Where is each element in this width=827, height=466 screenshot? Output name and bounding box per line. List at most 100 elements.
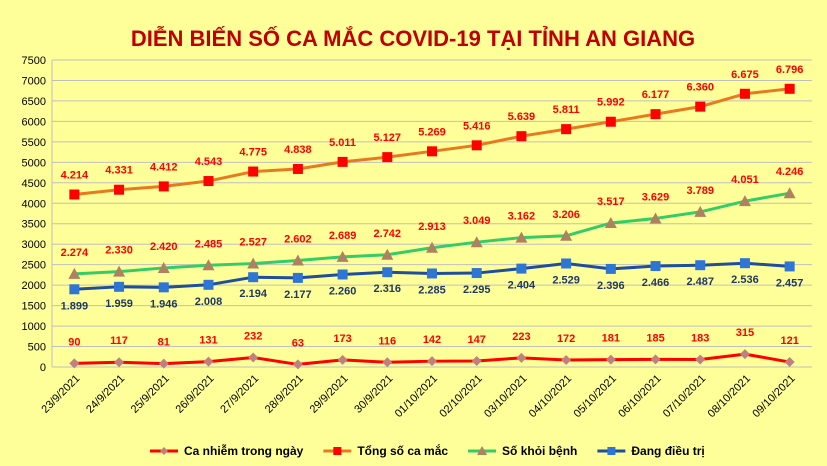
diamond-marker — [69, 358, 80, 369]
y-tick-label: 5000 — [22, 157, 46, 169]
data-label: 1.899 — [61, 300, 89, 312]
triangle-marker — [604, 217, 617, 229]
square-marker — [69, 189, 80, 200]
data-label: 5.992 — [597, 97, 625, 109]
data-label: 2.602 — [284, 233, 312, 245]
square-marker — [292, 272, 303, 283]
square-marker — [248, 166, 259, 177]
square-marker — [427, 268, 437, 279]
data-label: 5.416 — [463, 120, 491, 132]
data-label: 2.689 — [329, 230, 357, 242]
data-label: 1.946 — [150, 298, 178, 310]
data-label: 4.214 — [61, 170, 89, 182]
triangle-marker — [157, 261, 170, 273]
legend-label: Số khỏi bệnh — [502, 444, 577, 458]
y-tick-label: 2500 — [22, 260, 46, 272]
square-marker — [471, 140, 482, 151]
y-tick-label: 6500 — [22, 96, 46, 108]
data-label: 6.796 — [776, 64, 804, 76]
x-tick-label: 04/10/2021 — [527, 373, 574, 420]
data-label: 2.177 — [284, 289, 312, 301]
x-tick-label: 05/10/2021 — [572, 373, 619, 420]
x-axis: 23/9/2021 24/9/2021 25/9/2021 26/9/2021 27/9… — [39, 373, 797, 420]
legend-item: Số khỏi bệnh — [468, 444, 577, 458]
triangle-marker — [694, 205, 707, 217]
data-label: 3.789 — [686, 185, 714, 197]
x-tick-label: 23/9/2021 — [39, 373, 82, 416]
square-marker — [292, 163, 303, 174]
y-tick-label: 2000 — [22, 280, 46, 292]
data-label: 131 — [199, 335, 217, 347]
data-label: 2.457 — [776, 277, 804, 289]
data-label: 2.330 — [105, 245, 133, 257]
triangle-marker — [113, 265, 126, 277]
x-tick-label: 02/10/2021 — [437, 373, 484, 420]
data-label: 3.517 — [597, 196, 625, 208]
legend-label: Tổng số ca mắc — [357, 443, 448, 458]
square-marker — [650, 109, 661, 120]
square-marker — [516, 263, 527, 274]
y-tick-label: 6000 — [22, 116, 46, 128]
diamond-marker — [471, 355, 482, 366]
series-line — [74, 191, 790, 276]
data-label: 4.412 — [150, 161, 178, 173]
y-tick-label: 4000 — [22, 198, 46, 210]
data-label: 181 — [602, 333, 620, 345]
data-label: 173 — [333, 333, 351, 345]
square-marker — [248, 272, 259, 283]
y-tick-label: 1500 — [22, 301, 46, 313]
diamond-marker — [739, 349, 750, 360]
data-label: 2.527 — [239, 237, 267, 249]
data-label: 2.260 — [329, 285, 357, 297]
square-marker — [561, 258, 572, 269]
data-label: 172 — [557, 333, 575, 345]
triangle-marker — [291, 254, 304, 266]
y-tick-label: 500 — [28, 342, 46, 354]
data-label: 223 — [512, 331, 530, 343]
x-tick-label: 06/10/2021 — [616, 373, 663, 420]
square-marker — [739, 88, 750, 99]
data-label: 147 — [468, 334, 486, 346]
diamond-marker — [427, 356, 437, 367]
legend-label: Đang điều trị — [631, 444, 704, 458]
x-tick-label: 24/9/2021 — [84, 373, 127, 416]
square-marker — [605, 263, 616, 274]
data-label: 5.269 — [418, 126, 446, 138]
x-tick-label: 26/9/2021 — [174, 373, 217, 416]
y-tick-label: 0 — [40, 362, 46, 374]
data-label: 185 — [646, 332, 664, 344]
diamond-marker — [203, 356, 214, 367]
x-tick-label: 30/9/2021 — [352, 373, 395, 416]
triangle-marker — [68, 267, 81, 279]
data-label: 4.331 — [105, 165, 133, 177]
data-label: 142 — [423, 334, 441, 346]
data-label: 116 — [378, 335, 396, 347]
data-label: 4.775 — [239, 147, 267, 159]
diamond-marker — [605, 354, 616, 365]
data-label: 121 — [780, 335, 798, 347]
square-marker — [471, 268, 482, 279]
data-label: 81 — [158, 337, 170, 349]
square-marker — [382, 152, 393, 163]
data-labels-layer: 90 117 81 131 232 63 173 116 142 147 223 172 181 185 1… — [61, 64, 804, 350]
data-label: 6.177 — [642, 89, 670, 101]
square-marker — [650, 261, 661, 272]
diamond-marker — [382, 357, 393, 368]
square-marker — [158, 181, 169, 192]
triangle-marker — [515, 231, 528, 243]
diamond-marker — [337, 354, 348, 365]
square-marker — [158, 282, 169, 293]
square-marker — [427, 146, 437, 157]
y-tick-label: 7500 — [22, 55, 46, 67]
triangle-marker — [381, 248, 394, 260]
y-tick-label: 3500 — [22, 219, 46, 231]
diamond-marker — [114, 357, 125, 368]
x-tick-label: 27/9/2021 — [218, 373, 261, 416]
legend: Ca nhiễm trong ngày Tổng số ca mắc Số khỏi… — [150, 443, 705, 458]
triangle-marker — [202, 259, 215, 271]
square-marker — [337, 269, 348, 280]
square-marker — [695, 101, 706, 112]
y-tick-label: 5500 — [22, 137, 46, 149]
legend-item: Đang điều trị — [597, 444, 705, 458]
data-label: 183 — [691, 333, 709, 345]
